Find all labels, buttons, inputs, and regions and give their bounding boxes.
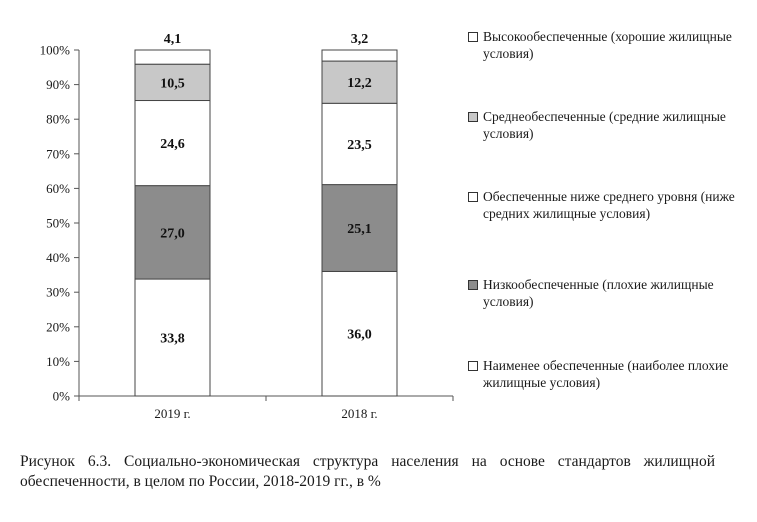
data-label: 3,2 <box>351 32 369 47</box>
x-tick-label: 2019 г. <box>154 406 190 421</box>
data-label: 36,0 <box>347 328 372 343</box>
y-tick-label: 10% <box>46 354 70 369</box>
bar-segment <box>321 184 398 272</box>
legend-label-least: Наименее обеспеченные (наиболее плохие ж… <box>483 358 729 390</box>
y-tick-label: 60% <box>46 181 70 196</box>
legend-label-low: Низкообеспеченные (плохие жилищные услов… <box>483 277 714 309</box>
bar-segment <box>134 100 211 187</box>
data-label: 23,5 <box>347 138 372 153</box>
legend-label-middle: Среднеобеспеченные (средние жилищные усл… <box>483 109 726 141</box>
bar-stack: 33,8 27,0 24,6 10,5 4,1 <box>134 32 211 397</box>
legend-item-below-average: Обеспеченные ниже среднего уровня (ниже … <box>468 188 748 222</box>
legend-swatch-below-average <box>468 192 478 202</box>
legend-swatch-least <box>468 361 478 371</box>
legend-item-least: Наименее обеспеченные (наиболее плохие ж… <box>468 357 748 391</box>
x-axis: 2019 г. 2018 г. <box>78 395 454 421</box>
data-label: 25,1 <box>347 222 372 237</box>
bar-segment <box>321 102 398 186</box>
data-label: 12,2 <box>347 76 372 91</box>
y-tick-label: 80% <box>46 112 70 127</box>
legend-item-middle: Среднеобеспеченные (средние жилищные усл… <box>468 108 748 142</box>
bar-segment <box>321 60 398 104</box>
figure-caption: Рисунок 6.3. Социально-экономическая стр… <box>20 453 715 490</box>
y-tick-label: 40% <box>46 250 70 265</box>
y-tick-label: 30% <box>46 285 70 300</box>
y-axis: 0% 10% 20% 30% 40% 50% 60% 70% 80% 90% 100% <box>40 43 80 404</box>
y-tick-label: 70% <box>46 146 70 161</box>
bar-segment <box>321 49 398 62</box>
y-tick-label: 90% <box>46 77 70 92</box>
legend-swatch-middle <box>468 112 478 122</box>
legend-swatch-low <box>468 280 478 290</box>
bars: 33,8 27,0 24,6 10,5 4,1 36,0 25,1 23,5 12,2 3,2 <box>134 32 398 397</box>
data-label: 27,0 <box>160 226 185 241</box>
bar-stack: 36,0 25,1 23,5 12,2 3,2 <box>321 32 398 397</box>
legend-label-high: Высокообеспеченные (хорошие жилищные усл… <box>483 29 732 61</box>
bar-segment <box>134 278 211 397</box>
data-label: 4,1 <box>164 32 182 47</box>
bar-segment <box>134 49 211 65</box>
y-tick-label: 50% <box>46 216 70 231</box>
data-label: 33,8 <box>160 332 185 347</box>
data-label: 10,5 <box>160 76 185 91</box>
legend-swatch-high <box>468 32 478 42</box>
data-label: 24,6 <box>160 137 185 152</box>
bar-segment <box>134 63 211 102</box>
legend-label-below-average: Обеспеченные ниже среднего уровня (ниже … <box>483 189 735 221</box>
legend-item-low: Низкообеспеченные (плохие жилищные услов… <box>468 276 748 310</box>
bar-segment <box>134 185 211 280</box>
legend-item-high: Высокообеспеченные (хорошие жилищные усл… <box>468 28 748 62</box>
y-tick-label: 20% <box>46 319 70 334</box>
y-tick-label: 100% <box>40 43 71 58</box>
y-tick-label: 0% <box>53 389 71 404</box>
x-tick-label: 2018 г. <box>341 406 377 421</box>
stacked-bar-chart: 0% 10% 20% 30% 40% 50% 60% 70% 80% 90% 100% 2019 г… <box>40 32 454 421</box>
